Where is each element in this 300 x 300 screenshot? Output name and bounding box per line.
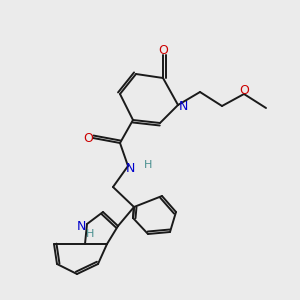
Text: N: N [76, 220, 86, 232]
Text: H: H [86, 229, 94, 239]
Text: O: O [83, 131, 93, 145]
Text: H: H [144, 160, 152, 170]
Text: O: O [158, 44, 168, 58]
Text: O: O [239, 83, 249, 97]
Text: N: N [178, 100, 188, 113]
Text: N: N [125, 161, 135, 175]
